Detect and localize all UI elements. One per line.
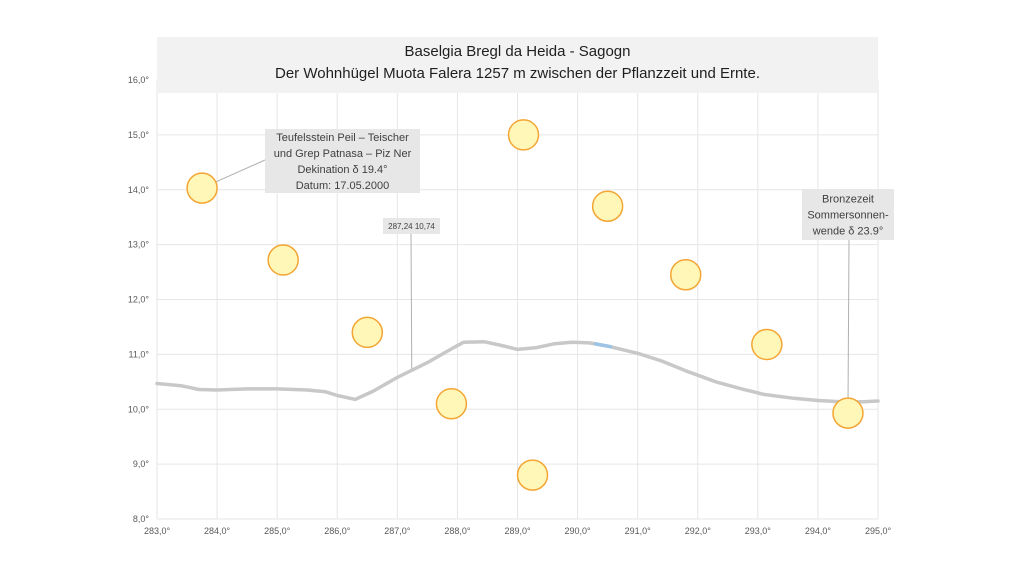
x-tick-label: 295,0° — [865, 526, 892, 536]
chart-title: Baselgia Bregl da Heida - Sagogn — [405, 43, 631, 60]
x-tick-label: 294,0° — [805, 526, 832, 536]
sun-marker — [832, 397, 864, 429]
sun-marker — [516, 459, 549, 491]
y-tick-label: 14,0° — [128, 185, 150, 195]
callout-leader-line — [410, 233, 413, 369]
sun-markers — [186, 119, 864, 491]
x-tick-label: 283,0° — [144, 526, 171, 536]
y-tick-label: 13,0° — [128, 240, 150, 250]
callout-leaders — [201, 159, 850, 414]
x-tick-label: 288,0° — [444, 526, 471, 536]
x-tick-label: 287,0° — [384, 526, 411, 536]
y-tick-label: 8,0° — [133, 514, 150, 524]
y-tick-label: 11,0° — [129, 349, 150, 359]
callout-text-line: Datum: 17.05.2000 — [296, 180, 390, 192]
sun-marker — [507, 119, 540, 151]
callouts: Teufelsstein Peil – Teischer und Grep Pat… — [265, 129, 894, 240]
callout-background — [383, 218, 440, 234]
callout-text-line: Sommersonnen- — [807, 210, 889, 222]
sun-marker — [267, 244, 299, 276]
sun-marker — [591, 190, 624, 222]
callout-background — [802, 189, 894, 240]
callout-background — [265, 129, 420, 193]
callout-text-line: Teufelsstein Peil – Teischer — [276, 132, 409, 144]
x-tick-label: 289,0° — [504, 526, 531, 536]
x-tick-label: 285,0° — [264, 526, 291, 536]
chart-subtitle: Der Wohnhügel Muota Falera 1257 m zwisch… — [275, 65, 760, 82]
callout-text-line: 287,24 10,74 — [388, 222, 435, 231]
sun-marker — [435, 388, 468, 420]
y-tick-label: 16,0° — [128, 75, 150, 85]
y-tick-label: 12,0° — [128, 295, 150, 305]
callout-box: Teufelsstein Peil – Teischer und Grep Pat… — [265, 129, 420, 193]
axes: 283,0° 284,0° 285,0° 286,0° 287,0° 288,0° 289,… — [128, 75, 892, 536]
title-band: Baselgia Bregl da Heida - Sagogn Der Woh… — [157, 37, 878, 93]
horizon-highlight-segment — [593, 342, 613, 349]
sun-marker — [669, 259, 702, 291]
x-tick-label: 290,0° — [565, 526, 592, 536]
callout-text-line: Dekination δ 19.4° — [297, 164, 387, 176]
x-tick-label: 291,0° — [625, 526, 652, 536]
x-tick-label: 292,0° — [685, 526, 712, 536]
x-tick-label: 284,0° — [204, 526, 231, 536]
sun-marker — [751, 328, 783, 361]
sun-marker — [351, 316, 384, 349]
callout-text-line: Bronzezeit — [822, 194, 874, 206]
callout-text-line: wende δ 23.9° — [812, 226, 883, 238]
y-tick-label: 9,0° — [133, 459, 150, 469]
y-tick-label: 10,0° — [128, 404, 150, 414]
sun-marker — [186, 172, 218, 204]
callout-leader-line — [847, 239, 850, 414]
callout-text-line: und Grep Patnasa – Piz Ner — [274, 148, 412, 160]
x-tick-label: 286,0° — [324, 526, 351, 536]
horizon-series-line — [155, 340, 880, 404]
x-tick-label: 293,0° — [745, 526, 772, 536]
callout-box: Bronzezeit Sommersonnen-wende δ 23.9° — [802, 189, 894, 240]
y-tick-label: 15,0° — [128, 130, 150, 140]
title-background — [157, 37, 878, 93]
horizon-line — [155, 340, 880, 404]
callout-box: 287,24 10,74 — [383, 218, 440, 234]
